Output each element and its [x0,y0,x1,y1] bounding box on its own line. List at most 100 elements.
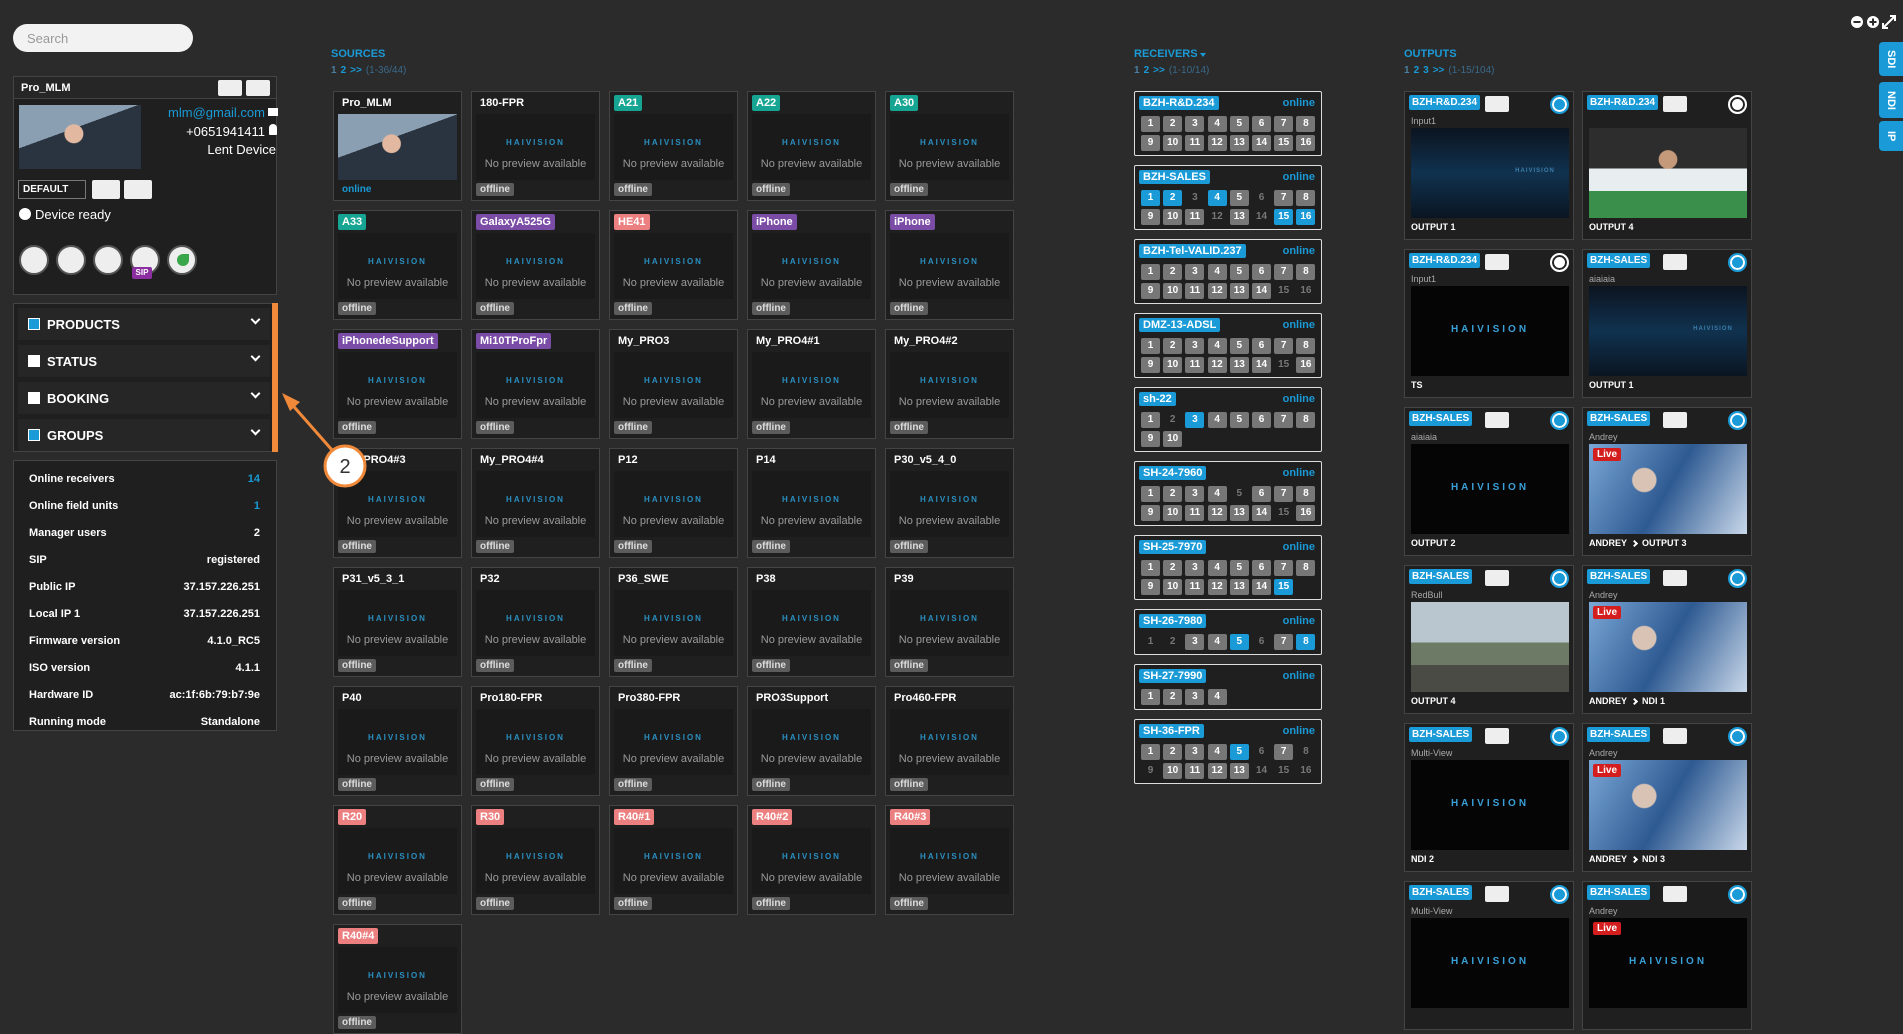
output-tile[interactable]: BZH-R&D.234 Input1 HAIVISION TS [1404,249,1574,398]
channel[interactable]: 10 [1163,209,1183,225]
channel[interactable]: 15 [1274,209,1294,225]
output-tile[interactable]: BZH-SALES Andrey Live ANDREY NDI 3 [1582,723,1752,872]
source-tile[interactable]: HAIVISION No preview available R20 offline [333,805,462,915]
power-button[interactable] [1728,885,1747,904]
channel[interactable]: 3 [1185,264,1205,280]
channel[interactable]: 12 [1207,579,1227,595]
source-tile[interactable]: HAIVISION No preview available R40#1 offlin… [609,805,738,915]
channel[interactable]: 16 [1300,765,1312,776]
channel[interactable]: 2 [1163,338,1183,354]
channel[interactable]: 7 [1274,190,1294,206]
output-input[interactable]: Andrey [1589,748,1618,758]
channel[interactable]: 13 [1229,579,1249,595]
channel[interactable]: 7 [1274,412,1294,428]
pager-item[interactable]: 2 [1143,65,1150,76]
channel[interactable]: 16 [1296,505,1316,521]
receiver-card[interactable]: DMZ-13-ADSL online 1 2 3 4 5 6 7 8 9 10 11 12 13 14 15 16 [1134,313,1322,378]
profile-dropdown[interactable]: DEFAULT [18,180,86,199]
source-tile[interactable]: HAIVISION No preview available P38 offline [747,567,876,677]
pager-item[interactable]: 2 [340,65,347,76]
side-tab[interactable]: NDI [1879,82,1903,118]
channel[interactable]: 7 [1274,116,1294,132]
channel[interactable]: 8 [1296,634,1316,650]
filter-row[interactable]: PRODUCTS [18,308,270,340]
channel[interactable]: 11 [1185,135,1205,151]
source-tile[interactable]: HAIVISION No preview available R30 offline [471,805,600,915]
channel[interactable]: 11 [1185,209,1205,225]
channel[interactable]: 4 [1207,412,1227,428]
channel[interactable]: 7 [1274,560,1294,576]
channel[interactable]: 16 [1296,357,1316,373]
pager-item[interactable]: >> [1153,65,1165,76]
channel[interactable]: 4 [1207,190,1227,206]
channel[interactable]: 13 [1229,357,1249,373]
channel[interactable]: 13 [1229,135,1249,151]
output-tile[interactable]: BZH-R&D.234 Input1 HAIVISION OUTPUT 1 [1404,91,1574,240]
channel[interactable]: 3 [1192,192,1198,203]
source-tile[interactable]: HAIVISION No preview available P12 offline [609,448,738,558]
output-tile[interactable]: BZH-SALES Andrey Live ANDREY NDI 1 [1582,565,1752,714]
channel[interactable]: 4 [1207,560,1227,576]
power-button[interactable] [1550,411,1569,430]
calendar-button[interactable] [1663,728,1687,744]
channel[interactable]: 6 [1252,338,1271,354]
receiver-card[interactable]: SH-25-7970 online 1 2 3 4 5 6 7 8 9 10 11 12 13 14 15 [1134,535,1322,600]
output-tile[interactable]: BZH-SALES Andrey HAIVISION Live [1582,881,1752,1030]
output-input[interactable]: Input1 [1411,274,1437,284]
calendar-button[interactable] [1663,570,1687,586]
channel[interactable]: 7 [1274,486,1294,502]
action-icon[interactable] [56,245,86,275]
calendar-button[interactable] [218,80,242,96]
power-button[interactable] [1728,727,1747,746]
channel[interactable]: 10 [1163,505,1183,521]
pager-item[interactable]: (1-36/44) [365,65,407,76]
receiver-card[interactable]: BZH-Tel-VALID.237 online 1 2 3 4 5 6 7 8 9 10 11 12 13… [1134,239,1322,304]
pager-item[interactable]: 1 [1134,65,1140,76]
channel[interactable]: 4 [1207,689,1227,705]
channel[interactable]: 13 [1229,763,1249,779]
channel[interactable]: 1 [1147,636,1154,647]
channel[interactable]: 9 [1141,209,1160,225]
calendar-button[interactable] [1485,570,1509,586]
channel[interactable]: 1 [1141,486,1160,502]
filter-row[interactable]: GROUPS [18,419,270,451]
channel[interactable]: 15 [1278,359,1290,370]
filter-row[interactable]: STATUS [18,345,270,377]
channel[interactable]: 4 [1207,744,1227,760]
filter-row[interactable]: BOOKING [18,382,270,414]
channel[interactable]: 8 [1303,746,1309,757]
source-tile[interactable]: HAIVISION No preview available Pro460-FPR o… [885,686,1014,796]
channel[interactable]: 7 [1274,338,1294,354]
pager-item[interactable]: (1-10/14) [1168,65,1210,76]
output-input[interactable]: aiaiaia [1411,432,1438,442]
output-input[interactable]: Multi-View [1411,906,1453,916]
channel[interactable]: 2 [1163,116,1183,132]
output-input[interactable]: Andrey [1589,590,1618,600]
side-tab[interactable]: SDI [1879,42,1903,76]
pager-item[interactable]: 1 [331,65,337,76]
channel[interactable]: 12 [1207,763,1227,779]
expand-icon[interactable] [1882,15,1896,29]
power-button[interactable] [1550,95,1569,114]
source-tile[interactable]: HAIVISION No preview available My_PRO4#2 of… [885,329,1014,439]
calendar-button[interactable] [1663,96,1687,112]
receiver-card[interactable]: SH-36-FPR online 1 2 3 4 5 6 7 8 9 10 11 12 13 14 15 16 [1134,719,1322,784]
power-button[interactable] [1728,569,1747,588]
channel[interactable]: 5 [1229,560,1249,576]
channel[interactable]: 10 [1163,579,1183,595]
source-tile[interactable]: HAIVISION No preview available GalaxyA525G… [471,210,600,320]
list-button[interactable] [124,180,152,199]
channel[interactable]: 6 [1258,746,1265,757]
channel[interactable]: 1 [1141,560,1160,576]
channel[interactable]: 6 [1252,412,1271,428]
channel[interactable]: 8 [1296,338,1316,354]
channel[interactable]: 15 [1278,507,1290,518]
action-icon[interactable] [93,245,123,275]
channel[interactable]: 12 [1207,283,1227,299]
output-tile[interactable]: BZH-R&D.234 OUTPUT 4 [1582,91,1752,240]
channel[interactable]: 10 [1163,135,1183,151]
output-input[interactable]: Multi-View [1411,748,1453,758]
source-tile[interactable]: HAIVISION No preview available Mi10TProFpr… [471,329,600,439]
channel[interactable]: 12 [1207,135,1227,151]
channel[interactable]: 14 [1255,765,1268,776]
